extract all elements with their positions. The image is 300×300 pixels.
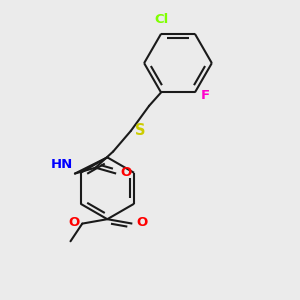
Text: O: O <box>121 166 132 178</box>
Text: Cl: Cl <box>154 14 168 26</box>
Text: S: S <box>135 123 146 138</box>
Text: F: F <box>201 89 210 102</box>
Text: HN: HN <box>51 158 74 171</box>
Text: O: O <box>137 216 148 229</box>
Text: O: O <box>68 216 79 229</box>
